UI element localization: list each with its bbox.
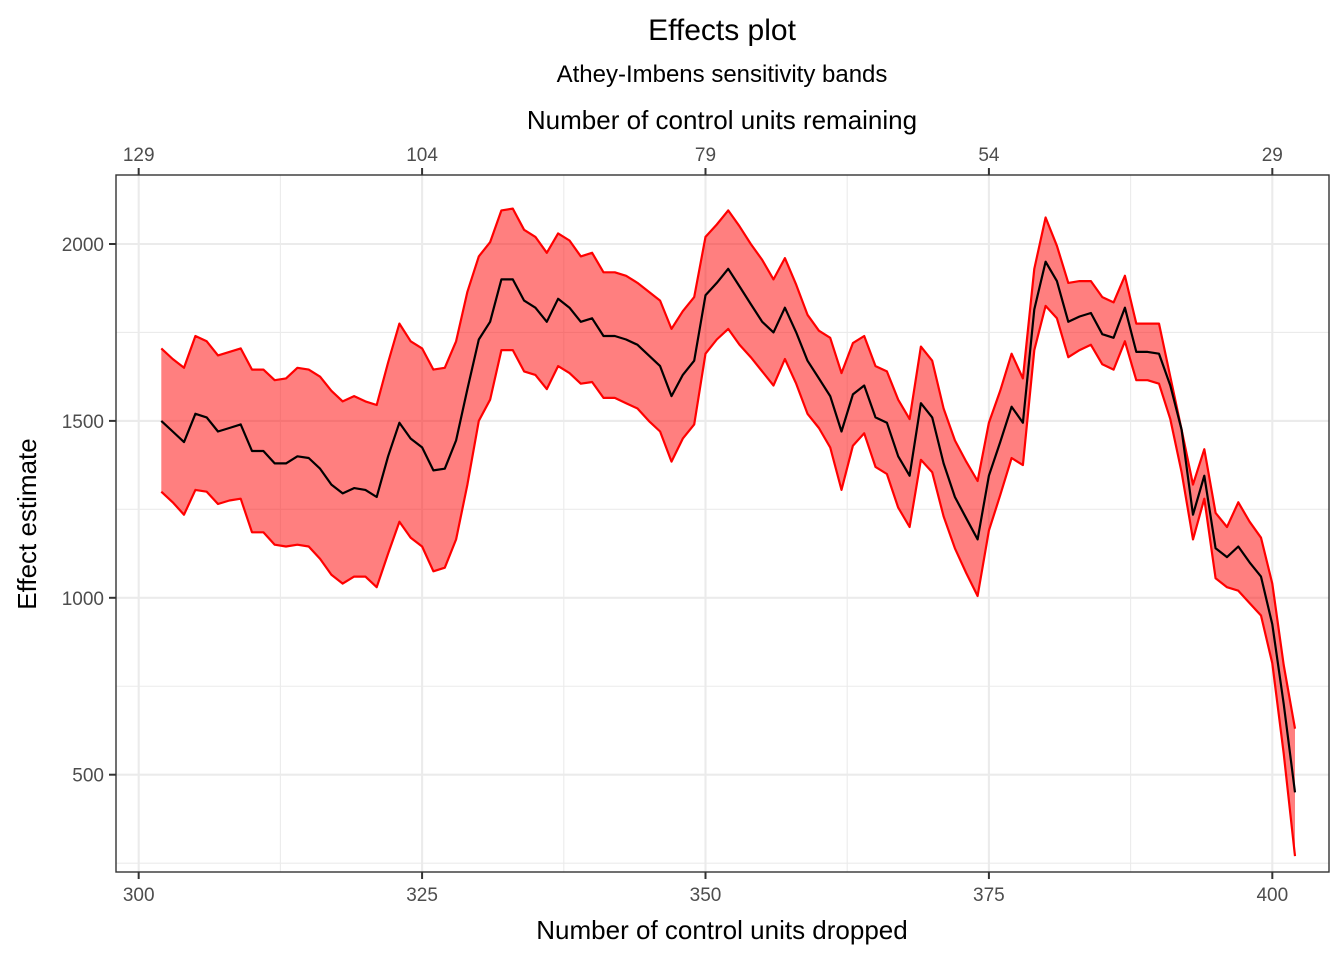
x-tick-label: 325 (406, 885, 438, 906)
x-tick-label: 350 (690, 885, 722, 906)
x2-tick-label: 29 (1262, 145, 1283, 166)
estimate-line (160, 260, 1297, 793)
series-lines (160, 207, 1297, 857)
band-lower-line (160, 304, 1297, 857)
panel-border (115, 174, 1330, 873)
y-tick-label: 1500 (62, 412, 104, 433)
x-tick-label: 375 (973, 885, 1005, 906)
sensitivity-band (161, 208, 1295, 857)
axes: 300 129 325 104 350 79 375 54 400 29 500 1000 1500 20… (62, 145, 1288, 906)
x2-tick-label: 79 (695, 145, 716, 166)
x-axis-title: Number of control units dropped (536, 915, 907, 945)
y-tick-label: 2000 (62, 235, 104, 256)
x2-tick-label: 104 (406, 145, 438, 166)
band-upper-line (160, 207, 1297, 729)
chart-subtitle: Athey-Imbens sensitivity bands (557, 61, 888, 88)
x2-tick-label: 129 (123, 145, 155, 166)
chart-title: Effects plot (648, 14, 797, 47)
band-area (161, 208, 1295, 857)
top-axis-title: Number of control units remaining (527, 105, 917, 135)
y-axis-title: Effect estimate (12, 438, 42, 610)
x-tick-label: 400 (1256, 885, 1288, 906)
y-tick-label: 1000 (62, 589, 104, 610)
y-tick-label: 500 (72, 766, 104, 787)
x2-tick-label: 54 (978, 145, 1000, 166)
x-tick-label: 300 (123, 885, 155, 906)
